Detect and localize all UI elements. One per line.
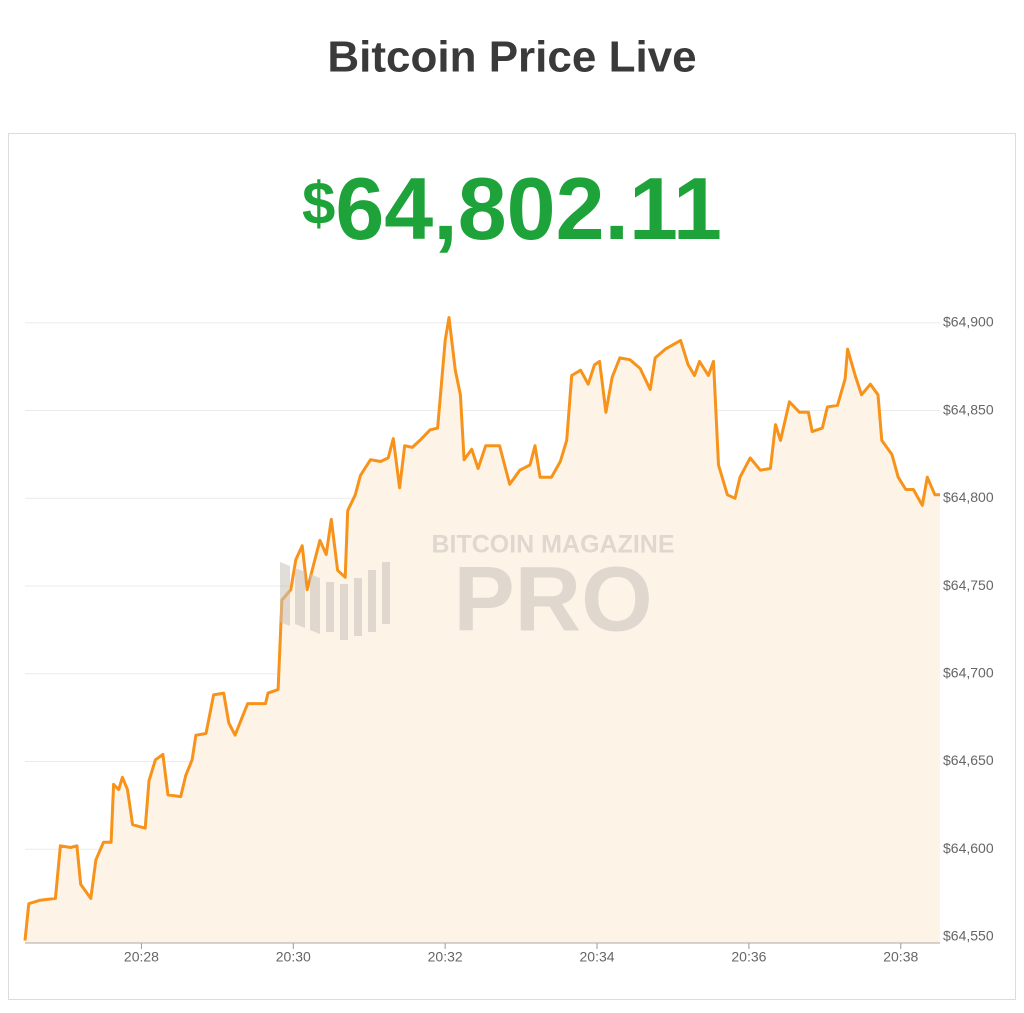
x-tick-label: 20:34	[580, 949, 615, 965]
area-fill	[25, 317, 940, 943]
price-value: 64,802.11	[335, 159, 722, 258]
watermark: BITCOIN MAGAZINE PRO	[280, 531, 675, 650]
plot: $64,550 $64,600 $64,650 $64,700 $64,750 $64,8…	[23, 314, 994, 965]
y-tick-label: $64,850	[943, 401, 994, 417]
x-tick-label: 20:36	[731, 949, 766, 965]
page-title: Bitcoin Price Live	[327, 33, 696, 82]
price-symbol: $	[302, 170, 335, 237]
x-tick-label: 20:30	[276, 949, 311, 965]
x-tick-label: 20:38	[883, 949, 918, 965]
y-tick-label: $64,550	[943, 928, 994, 944]
y-tick-label: $64,900	[943, 314, 994, 330]
y-tick-label: $64,650	[943, 752, 994, 768]
watermark-main: PRO	[453, 548, 652, 650]
price-line	[23, 316, 940, 941]
watermark-icon	[280, 562, 390, 640]
y-tick-label: $64,750	[943, 577, 994, 593]
y-tick-label: $64,600	[943, 840, 994, 856]
current-price: $64,802.11	[302, 159, 722, 258]
y-tick-label: $64,700	[943, 664, 994, 680]
watermark-top: BITCOIN MAGAZINE	[431, 531, 674, 559]
x-tick-label: 20:32	[428, 949, 463, 965]
y-tick-label: $64,800	[943, 489, 994, 505]
x-tick-label: 20:28	[124, 949, 159, 965]
